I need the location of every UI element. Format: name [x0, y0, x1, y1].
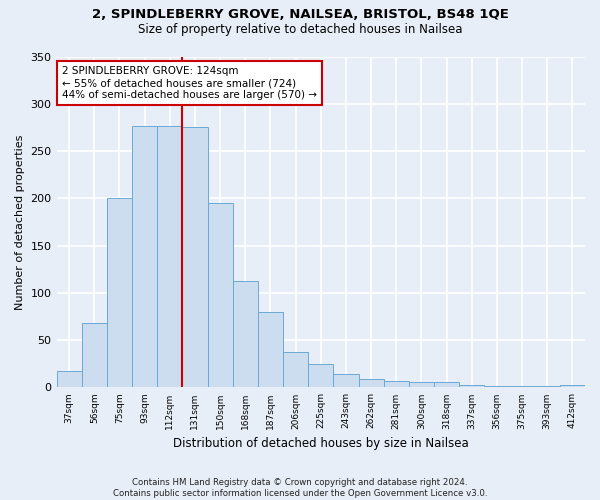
- Bar: [132, 126, 157, 388]
- Bar: [56, 372, 82, 388]
- Bar: [258, 312, 283, 388]
- Bar: [383, 381, 409, 388]
- Bar: [535, 386, 560, 388]
- Bar: [484, 386, 509, 388]
- Bar: [182, 128, 208, 388]
- Bar: [157, 126, 182, 388]
- Bar: [359, 379, 383, 388]
- Bar: [208, 203, 233, 388]
- Bar: [82, 323, 107, 388]
- Bar: [409, 382, 434, 388]
- Bar: [334, 374, 359, 388]
- Bar: [283, 352, 308, 388]
- X-axis label: Distribution of detached houses by size in Nailsea: Distribution of detached houses by size …: [173, 437, 469, 450]
- Bar: [459, 384, 484, 388]
- Bar: [560, 384, 585, 388]
- Y-axis label: Number of detached properties: Number of detached properties: [15, 134, 25, 310]
- Text: 2 SPINDLEBERRY GROVE: 124sqm
← 55% of detached houses are smaller (724)
44% of s: 2 SPINDLEBERRY GROVE: 124sqm ← 55% of de…: [62, 66, 317, 100]
- Bar: [107, 198, 132, 388]
- Bar: [233, 280, 258, 388]
- Bar: [509, 386, 535, 388]
- Bar: [308, 364, 334, 388]
- Text: 2, SPINDLEBERRY GROVE, NAILSEA, BRISTOL, BS48 1QE: 2, SPINDLEBERRY GROVE, NAILSEA, BRISTOL,…: [92, 8, 508, 20]
- Bar: [434, 382, 459, 388]
- Text: Contains HM Land Registry data © Crown copyright and database right 2024.
Contai: Contains HM Land Registry data © Crown c…: [113, 478, 487, 498]
- Text: Size of property relative to detached houses in Nailsea: Size of property relative to detached ho…: [138, 22, 462, 36]
